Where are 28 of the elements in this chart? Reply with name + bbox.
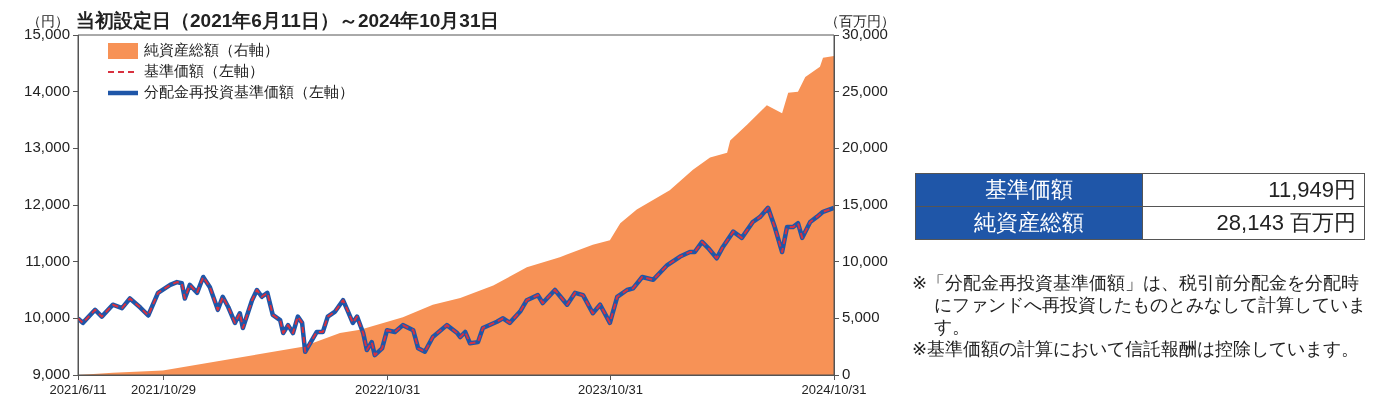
text: ※基準価額の計算において信託報酬は控除しています。 — [912, 338, 1361, 360]
x-tick-label: 2021/6/11 — [49, 382, 107, 398]
y-tick-label: 14,000 — [24, 81, 70, 99]
legend-label: 分配金再投資基準価額（左軸） — [144, 83, 354, 101]
x-tick-label: 2021/10/29 — [130, 382, 197, 398]
y2-tick-label: 5,000 — [842, 308, 880, 326]
y-tick-label: 11,000 — [25, 251, 70, 269]
text: ※「分配金再投資基準価額」は、税引前分配金を分配時にファンドへ再投資したものとみなして計算しています。 — [912, 272, 1367, 338]
y2-tick-label: 15,000 — [842, 195, 888, 213]
y2-tick-label: 20,000 — [842, 138, 888, 156]
y-tick-label: 10,000 — [24, 308, 70, 326]
y2-tick-label: 0 — [842, 365, 851, 383]
legend-label: 純資産総額（右軸） — [144, 41, 279, 59]
x-tick-label: 2023/10/31 — [577, 382, 644, 398]
x-tick-label: 2024/10/31 — [801, 382, 867, 398]
y-tick-label: 12,000 — [24, 195, 70, 213]
legend-label: 基準価額（左軸） — [144, 62, 264, 80]
y-axis-title: （円） — [27, 12, 69, 29]
text: 28,143 百万円 — [1142, 206, 1365, 240]
text: 純資産総額 — [915, 206, 1143, 240]
chart-title: 当初設定日（2021年6月11日）～2024年10月31日 — [76, 9, 500, 31]
text: 基準価額 — [915, 173, 1143, 207]
y-tick-label: 9,000 — [32, 365, 70, 383]
y2-tick-label: 25,000 — [842, 81, 888, 99]
text: 11,949円 — [1142, 173, 1365, 207]
y-tick-label: 13,000 — [24, 138, 70, 156]
x-tick-label: 2022/10/31 — [355, 382, 421, 398]
y2-tick-label: 10,000 — [842, 251, 888, 269]
